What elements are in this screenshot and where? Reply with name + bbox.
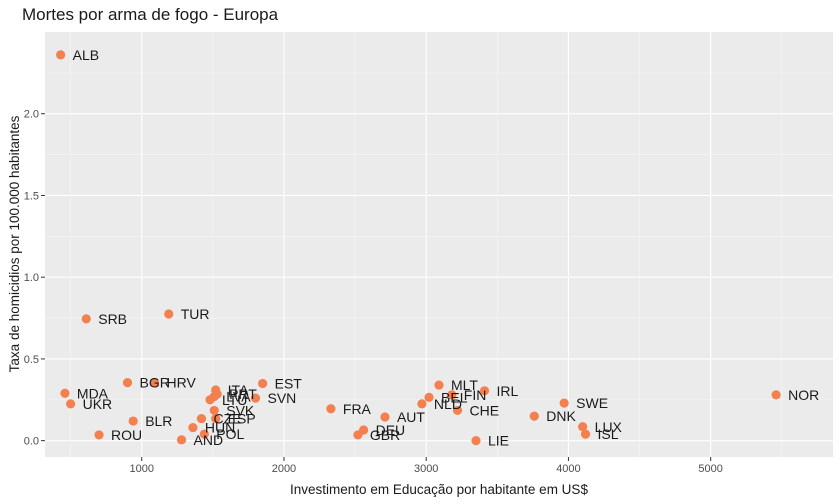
data-point-irl (479, 386, 490, 396)
data-point-lie (471, 436, 481, 446)
point-label-deu: DEU (376, 422, 406, 438)
data-point-est (258, 378, 268, 389)
point-label-rou: ROU (111, 427, 142, 443)
point-label-nor: NOR (788, 387, 819, 403)
data-points (56, 50, 781, 446)
point-label-cze: CZE (213, 411, 241, 427)
point-label-srb: SRB (98, 311, 127, 327)
data-point-che (452, 405, 463, 416)
point-label-gbr: GBR (370, 427, 400, 443)
data-point-rou (94, 430, 104, 440)
data-point-fin (447, 390, 457, 400)
point-label-ita: ITA (228, 382, 249, 398)
point-label-dnk: DNK (546, 408, 576, 424)
data-point-svk (209, 405, 219, 416)
point-label-ltu: LTU (222, 392, 247, 408)
point-label-alb: ALB (73, 47, 99, 63)
y-tick-label: 1.5 (24, 190, 39, 202)
point-label-blr: BLR (145, 413, 172, 429)
point-label-svn: SVN (268, 390, 297, 406)
point-label-nld: NLD (434, 396, 462, 412)
point-label-esp: ESP (228, 411, 256, 427)
point-label-aut: AUT (397, 409, 425, 425)
point-label-and: AND (194, 432, 224, 448)
point-label-svk: SVK (226, 402, 255, 418)
point-label-ukr: UKR (83, 396, 113, 412)
point-label-hun: HUN (205, 420, 235, 436)
point-label-prt: PRT (229, 386, 257, 402)
point-label-fra: FRA (343, 401, 372, 417)
data-point-swe (559, 398, 569, 408)
point-label-irl: IRL (497, 383, 519, 399)
x-tick-label: 5000 (698, 463, 722, 475)
point-label-est: EST (275, 375, 303, 391)
data-point-cze (196, 413, 207, 424)
point-label-bgr: BGR (139, 375, 169, 391)
y-tick-label: 2.0 (24, 109, 39, 121)
point-label-pol: POL (216, 426, 244, 442)
point-label-lie: LIE (488, 433, 509, 449)
y-tick-label: 0.5 (24, 354, 39, 366)
data-point-srb (81, 314, 91, 324)
data-point-gbr (353, 430, 363, 440)
data-point-nld (417, 399, 427, 409)
x-tick-label: 2000 (272, 463, 296, 475)
data-point-mda (60, 388, 70, 398)
x-tick-label: 1000 (129, 463, 153, 475)
data-point-aut (380, 412, 390, 422)
x-axis-title: Investimento em Educação por habitante e… (290, 482, 588, 497)
x-tick-label: 3000 (414, 463, 438, 475)
data-point-alb (56, 50, 66, 60)
grid-lines (45, 32, 833, 457)
data-point-esp (211, 413, 221, 424)
data-point-hrv (149, 378, 160, 388)
point-label-tur: TUR (181, 306, 210, 322)
data-point-nor (771, 390, 781, 400)
data-point-fra (326, 404, 336, 414)
data-point-mlt (434, 380, 444, 390)
data-point-ukr (66, 399, 76, 409)
data-point-dnk (529, 411, 539, 421)
plot-panel (45, 32, 833, 457)
y-tick-label: 0.0 (24, 436, 39, 448)
data-point-pol (199, 429, 209, 439)
data-point-blr (128, 416, 138, 426)
x-tick-label: 4000 (556, 463, 580, 475)
data-point-bel (424, 392, 434, 402)
data-point-lux (578, 422, 588, 432)
data-point-ita (211, 385, 221, 395)
data-point-isl (580, 429, 591, 439)
axes: 1000 2000 3000 4000 5000 0.0 0.5 1.0 1.5 2.0 (24, 109, 723, 475)
data-point-and (176, 435, 187, 445)
point-label-bel: BEL (441, 389, 468, 405)
point-label-che: CHE (469, 402, 499, 418)
point-label-fin: FIN (464, 387, 487, 403)
point-label-hrv: HRV (167, 375, 197, 391)
point-label-lva: LVA (226, 389, 251, 405)
data-point-bgr (122, 378, 133, 388)
data-point-hun (188, 422, 198, 433)
point-label-isl: ISL (598, 426, 619, 442)
y-tick-label: 1.0 (24, 272, 39, 284)
point-label-swe: SWE (576, 395, 608, 411)
y-axis-title: Taxa de homicidios por 100.000 habitante… (7, 115, 22, 372)
data-point-tur (164, 309, 174, 319)
point-label-lux: LUX (595, 419, 623, 435)
chart-title: Mortes por arma de fogo - Europa (22, 5, 279, 24)
data-point-svn (250, 393, 261, 403)
point-label-mda: MDA (77, 385, 109, 401)
point-label-mlt: MLT (451, 377, 478, 393)
